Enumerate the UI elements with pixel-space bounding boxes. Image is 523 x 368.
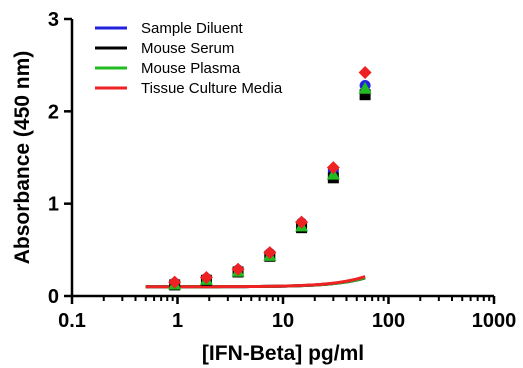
data-point	[231, 262, 245, 276]
data-point	[326, 161, 340, 175]
data-point	[295, 215, 309, 229]
data-point	[358, 81, 372, 94]
x-axis-title: [IFN-Beta] pg/ml	[202, 342, 364, 365]
x-tick-label: 0.1	[58, 310, 86, 332]
data-point	[168, 275, 182, 289]
y-tick-label: 2	[48, 101, 59, 123]
axes	[70, 19, 494, 298]
legend-label: Mouse Plasma	[141, 60, 241, 77]
fit-curves	[145, 275, 366, 289]
x-tick-label: 1000	[472, 310, 517, 332]
y-tick-label: 1	[48, 194, 59, 216]
x-tick-label: 10	[272, 310, 294, 332]
x-tick-label: 1	[172, 310, 183, 332]
legend-label: Tissue Culture Media	[141, 80, 283, 97]
x-axis-ticks: 0.1 1 10 100 1000	[58, 296, 516, 332]
legend-label: Mouse Serum	[141, 40, 234, 57]
legend: Sample Diluent Mouse Serum Mouse Plasma Tis…	[95, 20, 283, 97]
legend-label: Sample Diluent	[141, 20, 244, 37]
data-point	[358, 66, 372, 80]
y-tick-label: 3	[48, 9, 59, 31]
data-point	[199, 271, 213, 285]
x-tick-label: 100	[372, 310, 405, 332]
data-points	[168, 66, 372, 291]
y-axis-title: Absorbance (450 nm)	[11, 51, 34, 265]
y-axis-ticks: 0 1 2 3	[48, 9, 72, 308]
y-tick-label: 0	[48, 286, 59, 308]
data-point	[263, 246, 277, 260]
fit-curve	[145, 275, 366, 289]
data-point	[359, 89, 371, 101]
